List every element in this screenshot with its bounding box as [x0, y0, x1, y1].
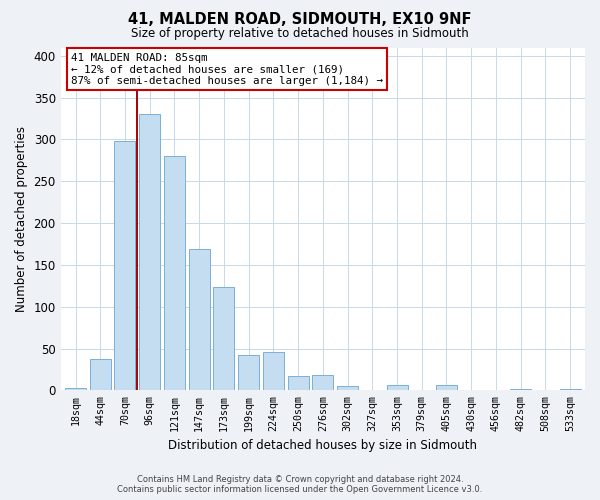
Text: Contains HM Land Registry data © Crown copyright and database right 2024.
Contai: Contains HM Land Registry data © Crown c…: [118, 474, 482, 494]
Bar: [65, 388, 86, 390]
Bar: [164, 156, 185, 390]
Bar: [510, 388, 531, 390]
Bar: [90, 360, 111, 390]
Bar: [139, 114, 160, 390]
Bar: [263, 352, 284, 391]
Bar: [214, 288, 235, 391]
Text: 41, MALDEN ROAD, SIDMOUTH, EX10 9NF: 41, MALDEN ROAD, SIDMOUTH, EX10 9NF: [128, 12, 472, 28]
X-axis label: Distribution of detached houses by size in Sidmouth: Distribution of detached houses by size …: [169, 440, 478, 452]
Bar: [115, 141, 136, 390]
Bar: [436, 386, 457, 390]
Bar: [188, 249, 209, 390]
Bar: [313, 376, 334, 390]
Bar: [560, 388, 581, 390]
Bar: [386, 386, 407, 390]
Text: Size of property relative to detached houses in Sidmouth: Size of property relative to detached ho…: [131, 28, 469, 40]
Bar: [337, 386, 358, 390]
Bar: [287, 376, 308, 390]
Text: 41 MALDEN ROAD: 85sqm
← 12% of detached houses are smaller (169)
87% of semi-det: 41 MALDEN ROAD: 85sqm ← 12% of detached …: [71, 52, 383, 86]
Bar: [238, 355, 259, 390]
Y-axis label: Number of detached properties: Number of detached properties: [15, 126, 28, 312]
